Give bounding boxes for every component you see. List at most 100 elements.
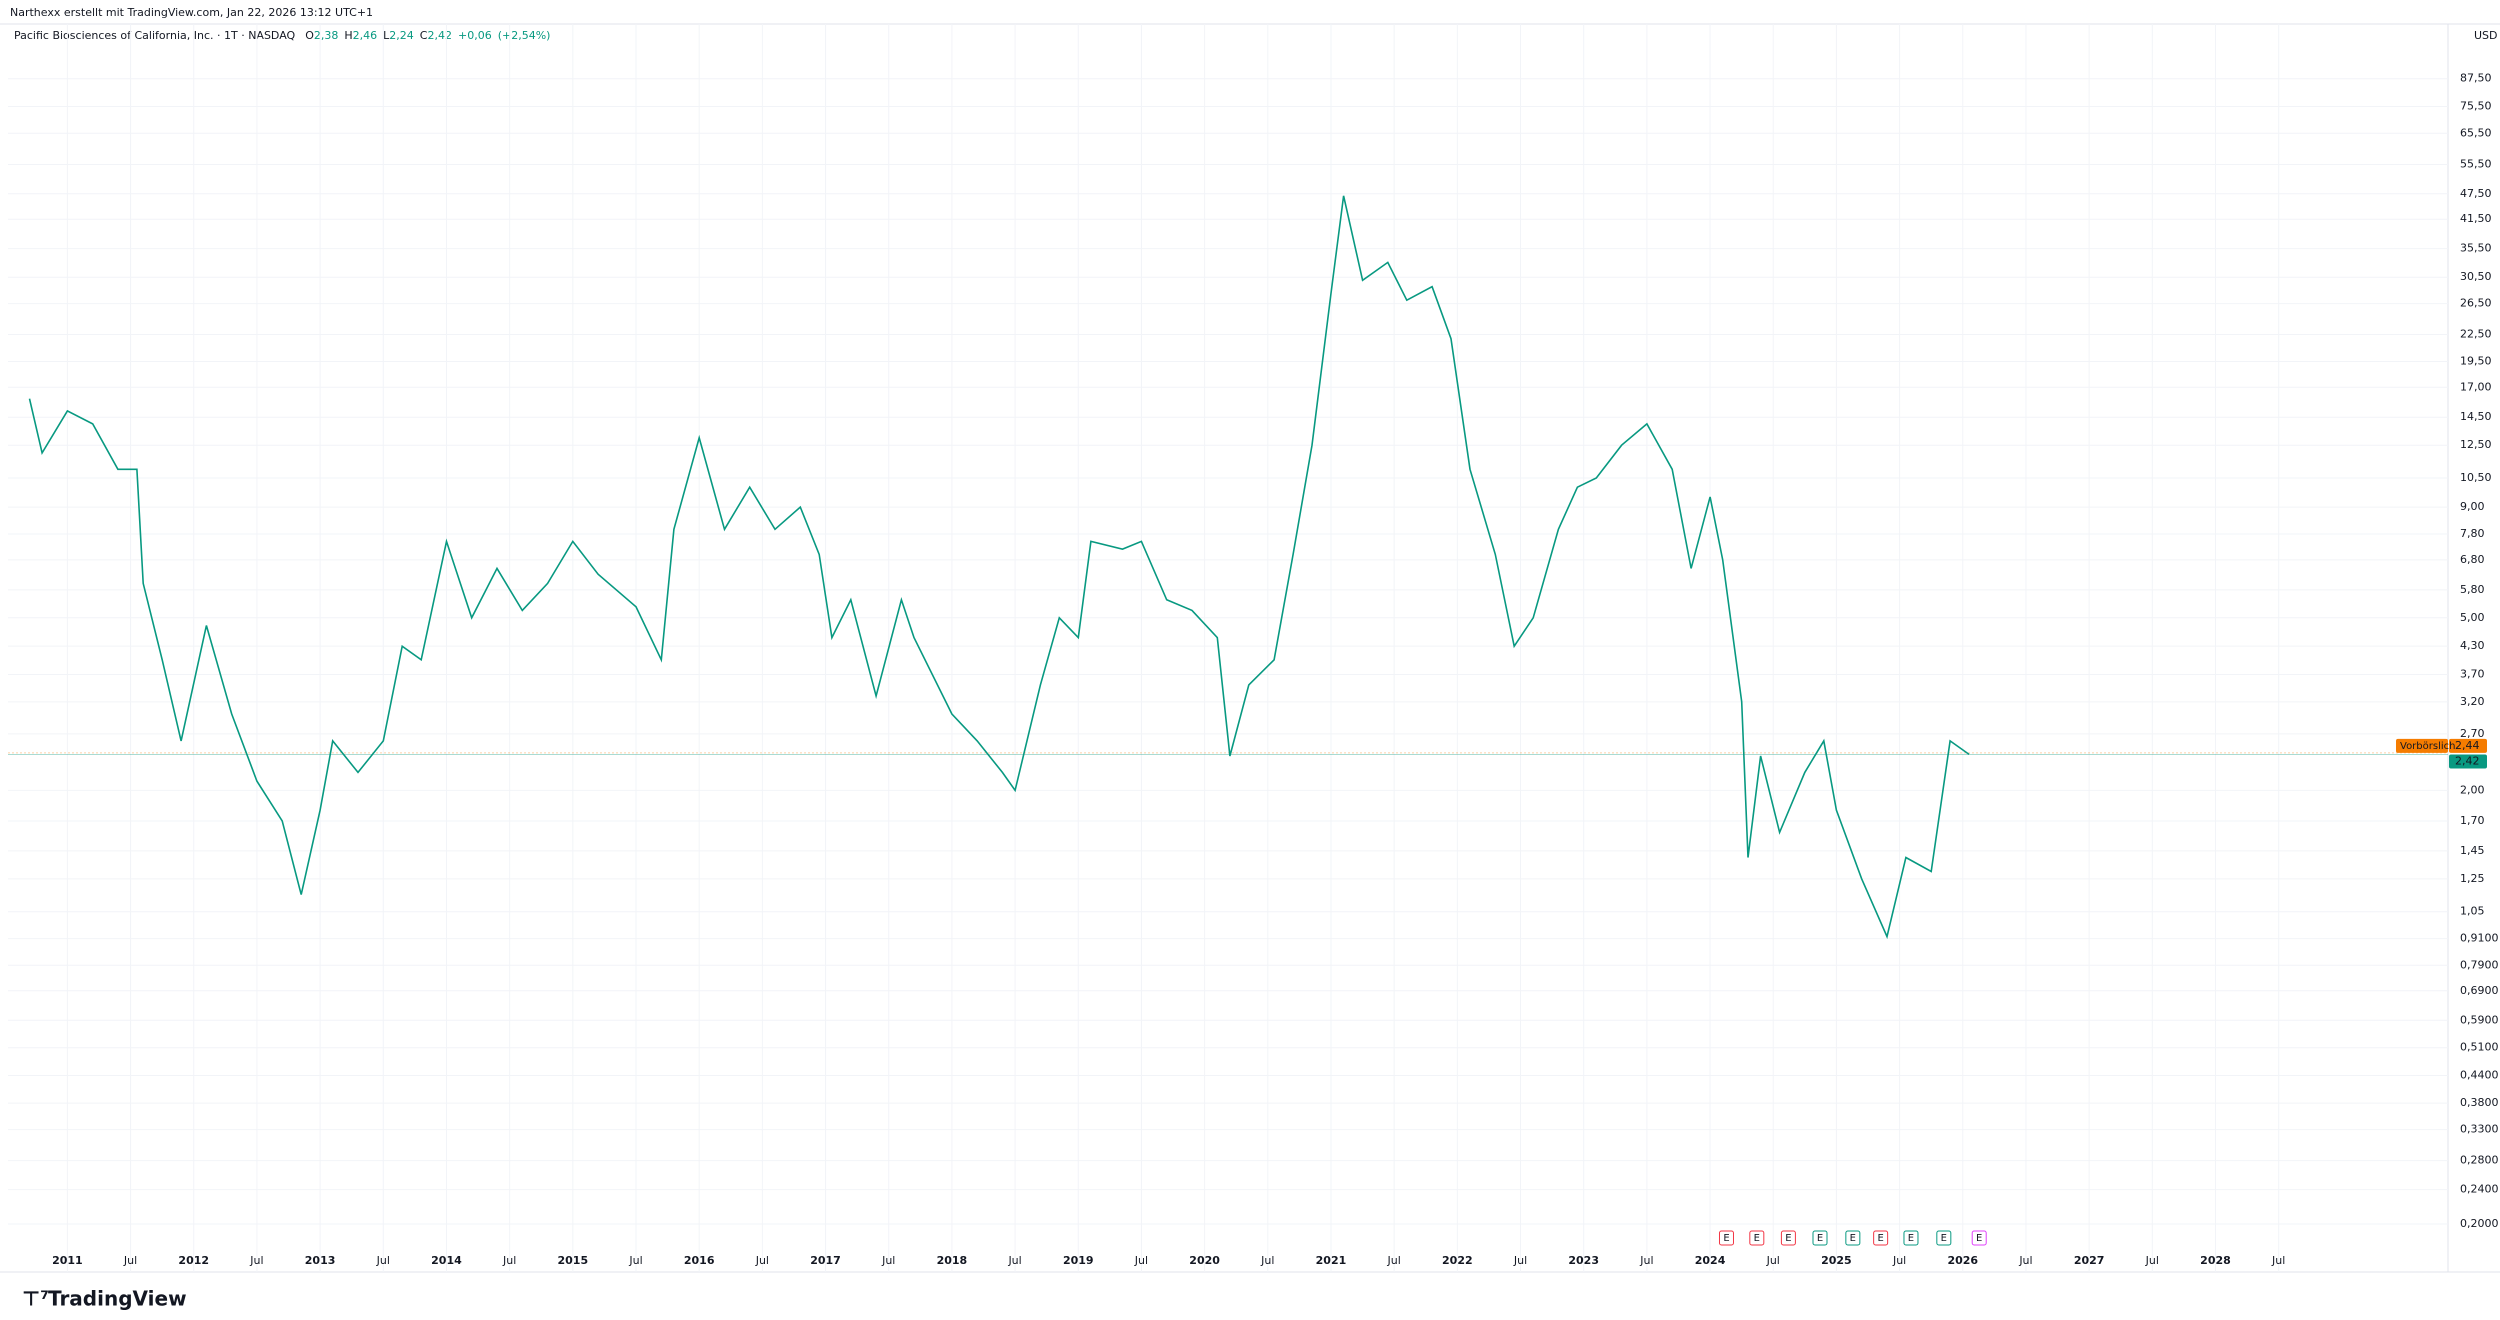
x-tick-label: 2011 [52, 1254, 83, 1267]
ohlc-key: H [344, 29, 352, 42]
price-badge-name-bg [2396, 738, 2448, 753]
y-tick-label: 0,2000 [2460, 1217, 2499, 1230]
logo-mark: ⊤⁷ [22, 1287, 49, 1311]
x-tick-label: Jul [502, 1254, 516, 1267]
event-label: E [1785, 1233, 1791, 1244]
x-tick-label: Jul [2145, 1254, 2159, 1267]
y-tick-label: 0,3300 [2460, 1123, 2499, 1136]
y-tick-label: 26,50 [2460, 297, 2492, 310]
event-marker [1845, 1230, 1861, 1246]
price-badge-label: 2,44 [2455, 739, 2480, 752]
event-label: E [1976, 1233, 1982, 1244]
y-tick-label: 87,50 [2460, 72, 2492, 85]
y-tick-label: 35,50 [2460, 242, 2492, 255]
ohlc-key: O [305, 29, 314, 42]
y-tick-label: 1,25 [2460, 872, 2485, 885]
y-tick-label: 4,30 [2460, 639, 2485, 652]
y-tick-label: 55,50 [2460, 157, 2492, 170]
x-tick-label: 2024 [1695, 1254, 1726, 1267]
y-tick-label: 14,50 [2460, 410, 2492, 423]
y-tick-label: 12,50 [2460, 438, 2492, 451]
y-tick-label: 5,80 [2460, 583, 2485, 596]
event-label: E [1941, 1233, 1947, 1244]
x-tick-label: Jul [1513, 1254, 1527, 1267]
x-tick-label: 2020 [1189, 1254, 1220, 1267]
y-tick-label: 10,50 [2460, 471, 2492, 484]
event-marker [1812, 1230, 1828, 1246]
y-tick-label: 22,50 [2460, 327, 2492, 340]
symbol: Pacific Biosciences of California, Inc. … [14, 29, 296, 42]
x-tick-label: 2014 [431, 1254, 462, 1267]
event-label: E [1908, 1233, 1914, 1244]
x-tick-label: Jul [1766, 1254, 1780, 1267]
y-tick-label: 47,50 [2460, 187, 2492, 200]
x-tick-label: Jul [1892, 1254, 1906, 1267]
event-label: E [1723, 1233, 1729, 1244]
y-tick-label: 6,80 [2460, 553, 2485, 566]
brand: TradingView [48, 1287, 187, 1311]
event-label: E [1877, 1233, 1883, 1244]
y-tick-label: 1,45 [2460, 844, 2485, 857]
y-tick-label: 0,6900 [2460, 984, 2499, 997]
x-tick-label: Jul [1260, 1254, 1274, 1267]
y-tick-label: 0,5900 [2460, 1013, 2499, 1026]
event-label: E [1850, 1233, 1856, 1244]
y-tick-label: 17,00 [2460, 380, 2492, 393]
y-tick-label: 1,70 [2460, 814, 2485, 827]
x-tick-label: 2019 [1063, 1254, 1094, 1267]
ohlc-value: 2,46 [353, 29, 378, 42]
legend-title: Pacific Biosciences of California, Inc. … [14, 29, 550, 42]
price-line-series [28, 195, 1970, 940]
x-tick-label: Jul [628, 1254, 642, 1267]
x-tick-label: Jul [1007, 1254, 1021, 1267]
ohlc-key: L [383, 29, 390, 42]
y-tick-label: 65,50 [2460, 126, 2492, 139]
x-tick-label: Jul [1639, 1254, 1653, 1267]
x-tick-label: 2016 [684, 1254, 715, 1267]
event-label: E [1754, 1233, 1760, 1244]
y-tick-label: 2,70 [2460, 727, 2485, 740]
y-tick-label: 0,9100 [2460, 932, 2499, 945]
price-badge-name: Vorbörslich [2400, 741, 2455, 752]
x-tick-label: 2015 [558, 1254, 589, 1267]
price-badge [2449, 754, 2487, 769]
x-tick-label: Jul [249, 1254, 263, 1267]
legend: Pacific Biosciences of California, Inc. … [14, 29, 550, 42]
y-tick-label: 0,4400 [2460, 1069, 2499, 1082]
x-tick-label: Jul [2018, 1254, 2032, 1267]
x-tick-label: 2025 [1821, 1254, 1852, 1267]
x-tick-label: 2018 [937, 1254, 968, 1267]
y-tick-label: 0,7900 [2460, 958, 2499, 971]
event-marker [1936, 1230, 1952, 1246]
change: +0,06 [458, 29, 492, 42]
x-tick-label: 2023 [1568, 1254, 1599, 1267]
y-tick-label: 19,50 [2460, 354, 2492, 367]
x-tick-label: 2026 [1947, 1254, 1978, 1267]
ohlc-value: 2,24 [389, 29, 414, 42]
x-tick-label: 2013 [305, 1254, 336, 1267]
x-tick-label: 2028 [2200, 1254, 2231, 1267]
event-marker [1780, 1230, 1796, 1246]
y-tick-label: 0,2400 [2460, 1183, 2499, 1196]
x-tick-label: Jul [2271, 1254, 2285, 1267]
y-tick-label: 9,00 [2460, 500, 2485, 513]
x-tick-label: Jul [1134, 1254, 1148, 1267]
event-marker [1971, 1230, 1987, 1246]
x-tick-label: 2021 [1316, 1254, 1347, 1267]
y-tick-label: 2,00 [2460, 783, 2485, 796]
x-tick-label: Jul [376, 1254, 390, 1267]
x-tick-label: Jul [123, 1254, 137, 1267]
price-badge [2449, 738, 2487, 753]
y-tick-label: 3,70 [2460, 667, 2485, 680]
x-tick-label: 2012 [178, 1254, 209, 1267]
y-tick-label: 1,05 [2460, 905, 2485, 918]
x-tick-label: Jul [1387, 1254, 1401, 1267]
ohlc-value: 2,38 [314, 29, 339, 42]
y-tick-label: 41,50 [2460, 212, 2492, 225]
event-label: E [1817, 1233, 1823, 1244]
event-marker [1718, 1230, 1734, 1246]
y-tick-label: 7,80 [2460, 527, 2485, 540]
event-marker [1749, 1230, 1765, 1246]
